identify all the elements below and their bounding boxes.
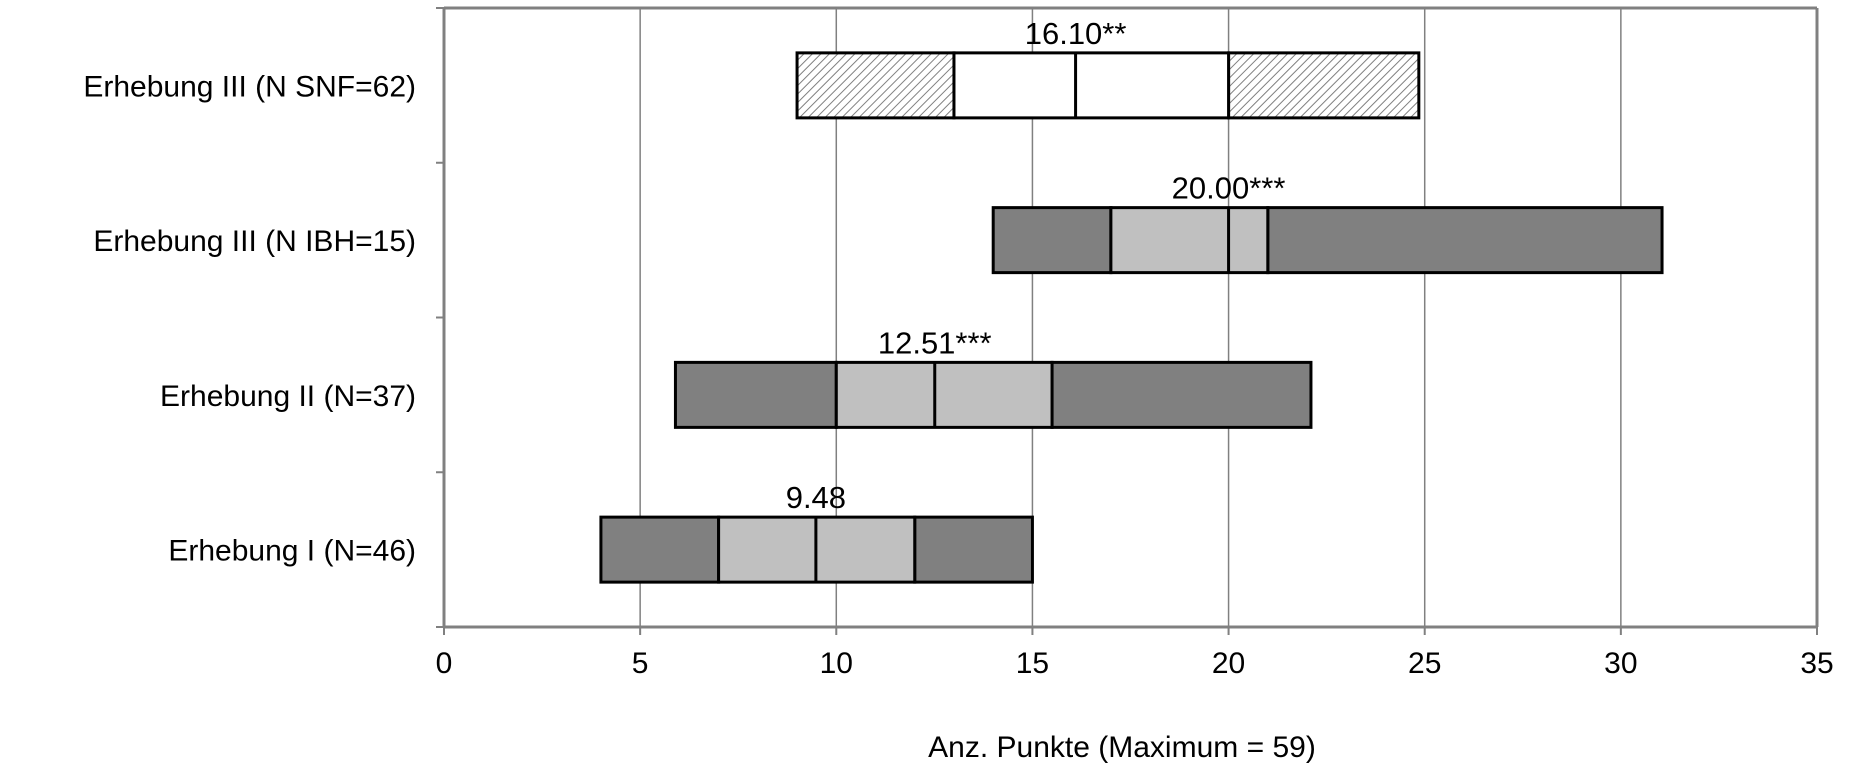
median-value-label: 20.00*** [1172,171,1286,206]
box-series [599,51,1664,584]
x-axis-title: Anz. Punkte (Maximum = 59) [928,731,1316,764]
interquartile-box [834,360,1054,429]
box-row-1 [795,51,1421,120]
median-value-label: 9.48 [786,480,846,515]
lower-whisker-segment [673,360,838,429]
box-row-4 [599,515,1034,584]
x-tick-label-30: 30 [1604,647,1637,680]
x-tick-label-20: 20 [1212,647,1245,680]
x-tick-label-15: 15 [1016,647,1049,680]
labels: 0 5 10 15 20 25 30 35 16.10** Erhebung III (N SNF… [83,16,1833,680]
axes [436,6,1819,635]
x-tick-label-10: 10 [820,647,853,680]
upper-whisker-segment [1266,206,1664,275]
interquartile-box [1109,206,1270,275]
upper-whisker-segment [913,515,1034,584]
lower-whisker-segment [795,51,956,120]
upper-whisker-segment [1227,51,1421,120]
x-tick-label-35: 35 [1800,647,1833,680]
lower-whisker-segment [599,515,721,584]
category-label: Erhebung I (N=46) [168,535,416,568]
category-label: Erhebung III (N IBH=15) [93,225,416,258]
median-value-label: 12.51*** [878,325,992,360]
x-tick-label-5: 5 [632,647,649,680]
x-tick-label-0: 0 [436,647,453,680]
category-label: Erhebung III (N SNF=62) [83,70,416,103]
category-label: Erhebung II (N=37) [160,380,416,413]
median-value-label: 16.10** [1025,16,1127,51]
box-row-3 [673,360,1313,429]
interquartile-box [952,51,1231,120]
lower-whisker-segment [991,206,1113,275]
upper-whisker-segment [1050,360,1313,429]
x-tick-label-25: 25 [1408,647,1441,680]
box-row-2 [991,206,1664,275]
